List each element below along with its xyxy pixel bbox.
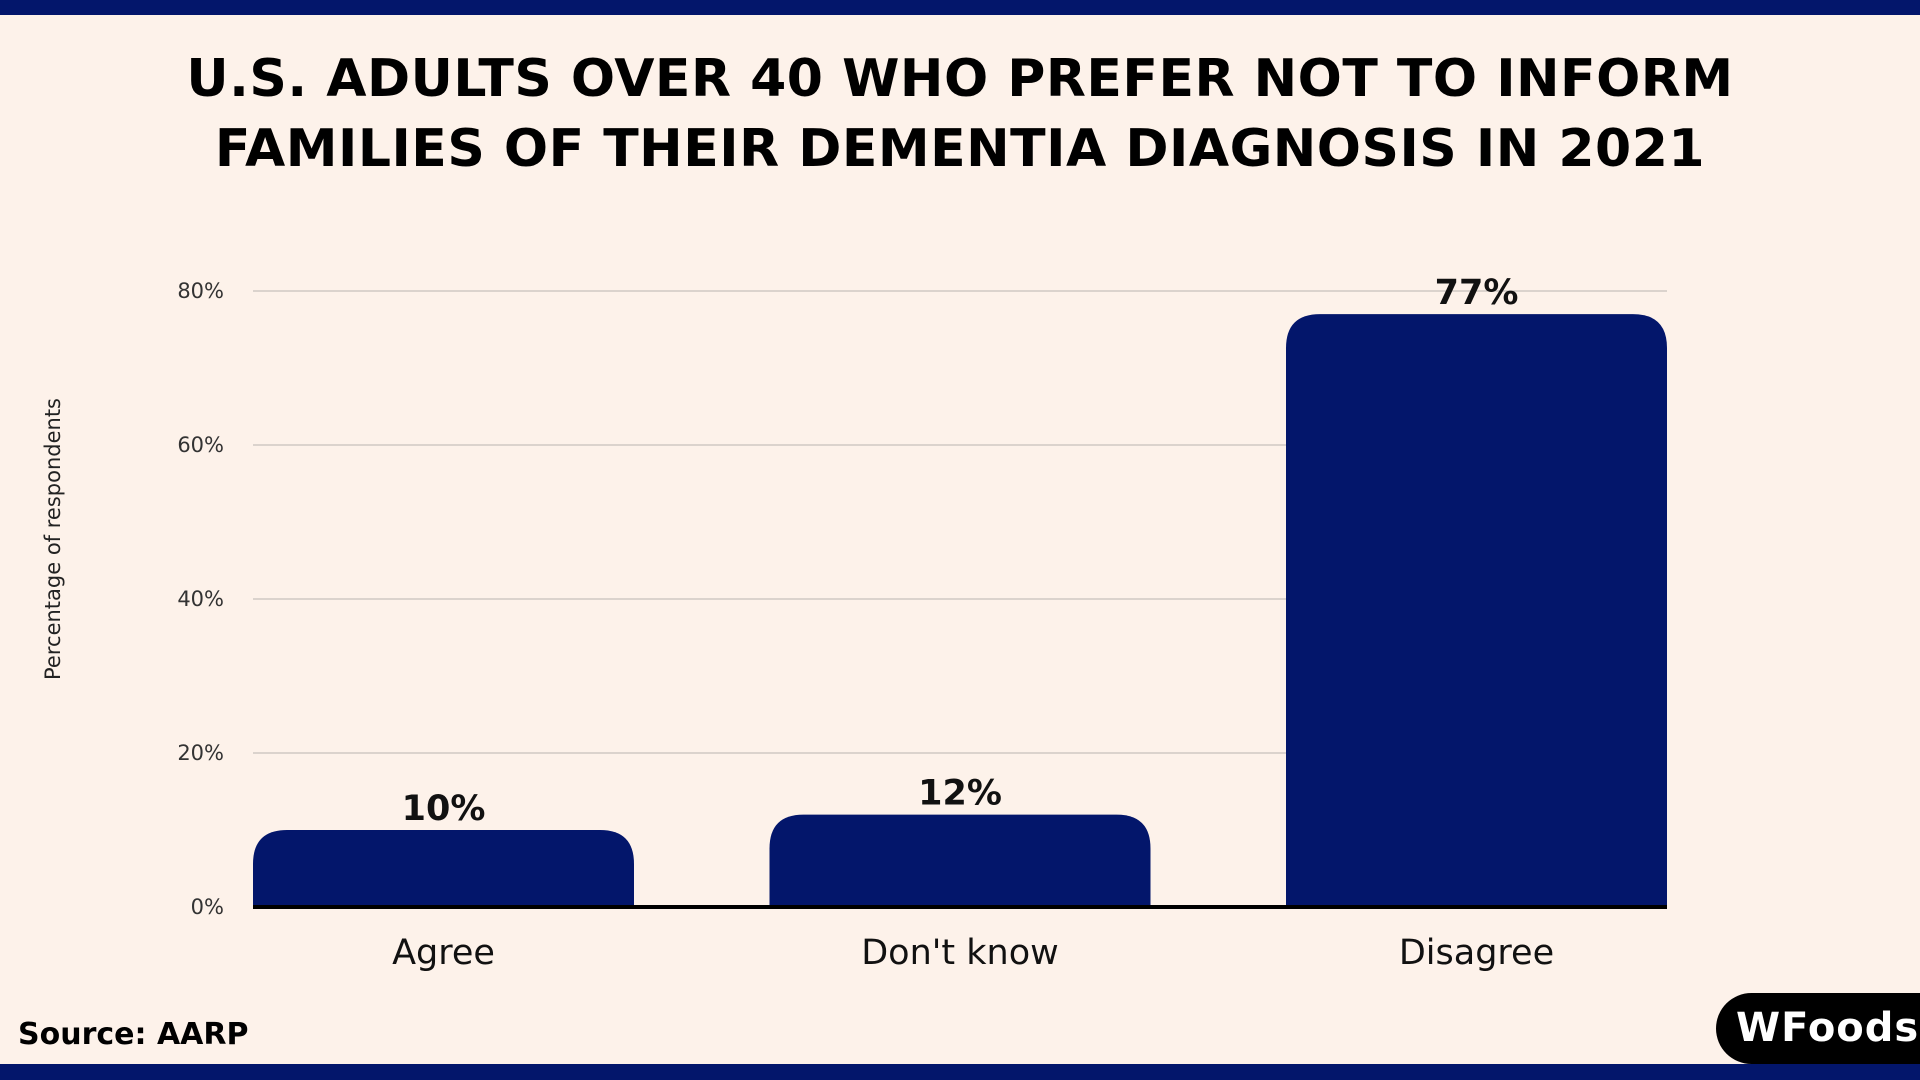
y-tick-label: 0% xyxy=(191,895,224,919)
data-label: 10% xyxy=(402,789,486,829)
chart-title-line-1: U.S. ADULTS OVER 40 WHO PREFER NOT TO IN… xyxy=(186,49,1734,109)
top-bar xyxy=(0,0,1920,15)
y-tick-label: 80% xyxy=(177,279,224,303)
chart-title: U.S. ADULTS OVER 40 WHO PREFER NOT TO IN… xyxy=(0,44,1920,184)
data-label: 77% xyxy=(1435,273,1519,313)
chart-title-line-2: FAMILIES OF THEIR DEMENTIA DIAGNOSIS IN … xyxy=(214,119,1706,179)
bar xyxy=(253,830,634,907)
logo-text: WFoods xyxy=(1736,1005,1920,1051)
y-tick-label: 60% xyxy=(177,433,224,457)
y-axis-label: Percentage of respondents xyxy=(41,398,65,680)
source-note: Source: AARP xyxy=(18,1017,249,1052)
bar xyxy=(1286,314,1667,908)
bar xyxy=(769,814,1151,907)
x-tick-label: Don't know xyxy=(861,933,1059,973)
x-tick-label: Agree xyxy=(392,933,495,973)
x-tick-label: Disagree xyxy=(1399,933,1554,973)
y-tick-label: 20% xyxy=(177,741,224,765)
wfoods-logo: WFoods xyxy=(1716,993,1920,1064)
bottom-bar xyxy=(0,1064,1920,1080)
y-tick-label: 40% xyxy=(177,587,224,611)
data-label: 12% xyxy=(918,774,1002,814)
